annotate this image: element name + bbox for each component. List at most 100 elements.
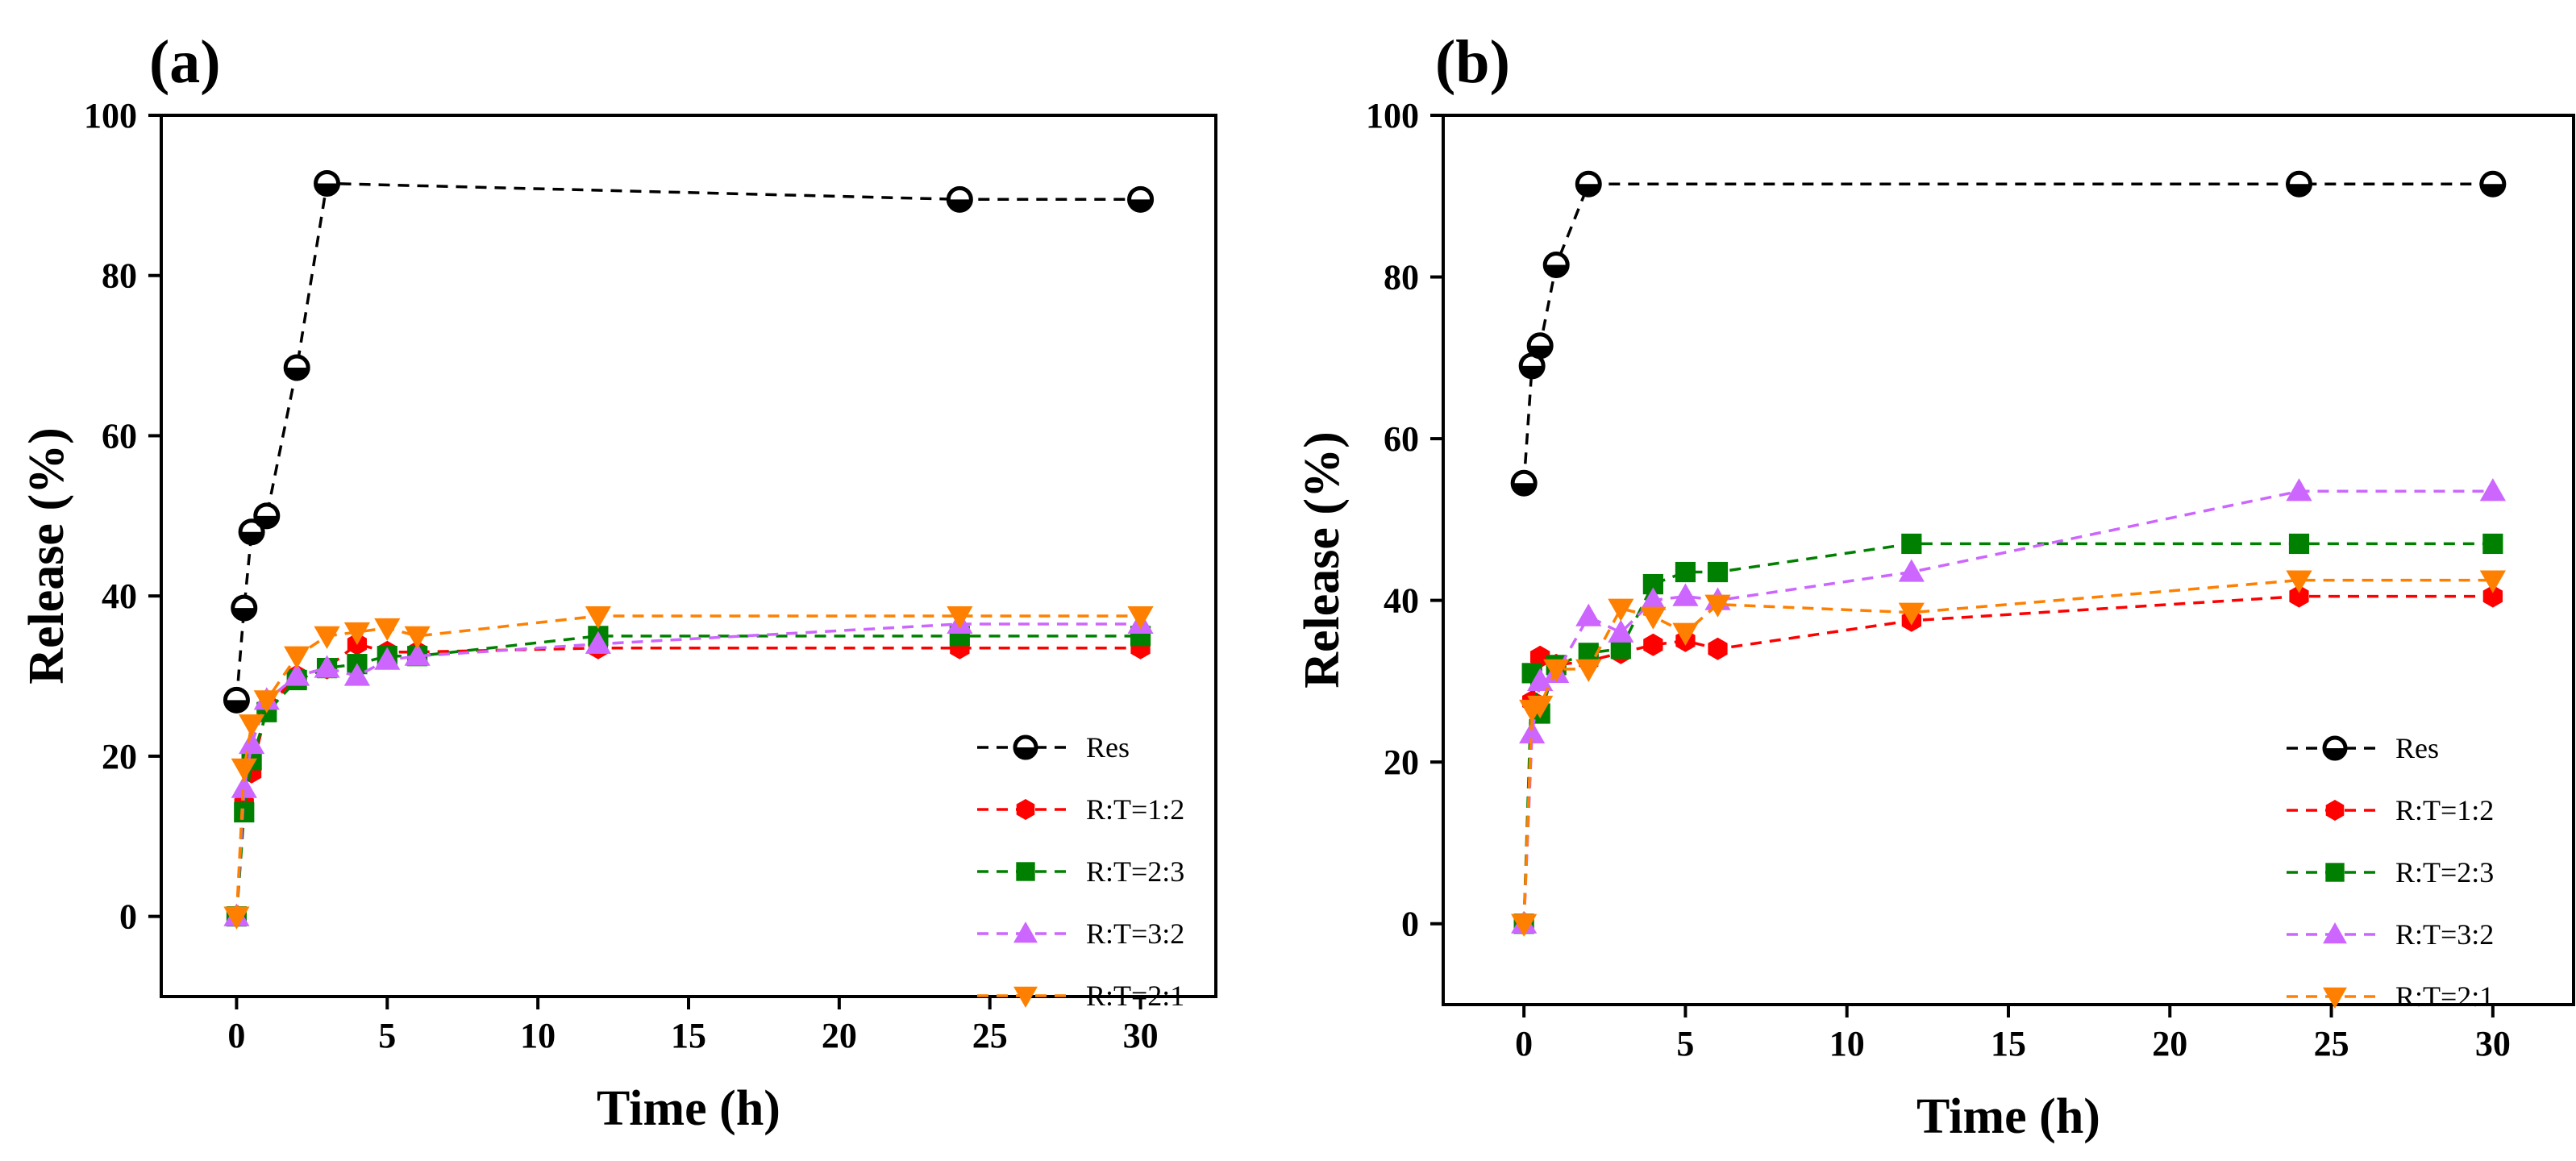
data-point: [2482, 533, 2503, 555]
data-point: [947, 605, 973, 630]
panel-label: (a): [149, 28, 221, 96]
x-tick-label: 5: [1676, 1024, 1694, 1063]
data-point: [343, 663, 371, 686]
series-line: [235, 614, 1141, 917]
series-line: [235, 642, 1141, 917]
marker: [255, 515, 278, 527]
data-point: [1526, 332, 1554, 360]
marker: [1704, 594, 1731, 618]
marker: [1015, 747, 1036, 758]
marker: [1521, 365, 1544, 377]
legend-label: R:T=2:1: [1086, 980, 1184, 1012]
y-tick-label: 100: [84, 96, 137, 135]
y-tick-label: 100: [1366, 96, 1419, 135]
y-tick-label: 40: [1384, 581, 1419, 621]
data-point: [314, 655, 340, 678]
data-point: [284, 663, 310, 686]
marker: [374, 647, 401, 670]
x-tick-label: 30: [2475, 1024, 2511, 1063]
data-point: [1510, 469, 1538, 497]
data-point: [253, 690, 280, 714]
marker: [2289, 585, 2309, 608]
y-tick-label: 0: [1401, 905, 1419, 944]
marker: [2323, 987, 2347, 1009]
marker: [285, 367, 309, 379]
marker: [1608, 598, 1634, 622]
legend-label: R:T=2:1: [2395, 980, 2494, 1013]
marker: [1675, 561, 1696, 583]
data-point: [1575, 659, 1602, 682]
series-line: [235, 635, 1141, 917]
y-tick-label: 20: [102, 737, 137, 776]
data-point: [314, 626, 340, 649]
data-point: [223, 906, 250, 930]
legend-item: R:T=2:3: [2287, 856, 2494, 888]
y-tick-label: 60: [1384, 419, 1419, 459]
marker: [947, 605, 973, 630]
marker: [1527, 695, 1554, 719]
data-point: [404, 643, 431, 666]
chart-panel-b: (b) 0 5 10 15 20 25 30 0 20 40 60 80 100 Time (h) Relea…: [1295, 28, 2575, 1144]
x-axis-title: Time (h): [1916, 1089, 2100, 1144]
x-tick-label: 25: [2314, 1024, 2349, 1063]
data-point: [2286, 570, 2312, 593]
marker: [1013, 986, 1038, 1008]
marker: [1901, 533, 1922, 555]
data-point: [1901, 533, 1922, 555]
series-r-t-3-2: [1511, 478, 2506, 934]
marker: [2288, 533, 2310, 555]
marker: [314, 626, 340, 649]
marker: [1898, 602, 1925, 626]
data-point: [1527, 668, 1554, 691]
legend-item: R:T=3:2: [977, 918, 1184, 950]
data-point: [2288, 533, 2310, 555]
data-point: [314, 169, 341, 197]
data-point: [1704, 594, 1731, 618]
marker: [1013, 922, 1038, 943]
marker: [1519, 720, 1546, 744]
marker: [1545, 264, 1568, 277]
marker: [2479, 478, 2506, 501]
data-point: [1575, 603, 1602, 626]
marker: [2479, 570, 2506, 593]
marker: [2482, 533, 2503, 555]
legend-item: R:T=1:2: [977, 793, 1184, 826]
series-line: [1522, 542, 2493, 924]
x-tick-label: 0: [1515, 1024, 1533, 1063]
data-point: [1898, 602, 1925, 626]
marker: [315, 183, 339, 195]
marker: [1575, 659, 1602, 682]
marker: [2286, 478, 2312, 501]
series-line: [1522, 182, 2493, 484]
series-r-t-2-3: [1513, 533, 2503, 934]
legend-label: R:T=3:2: [2395, 918, 2494, 951]
x-tick-label: 30: [1123, 1016, 1159, 1055]
legend-label: R:T=1:2: [2395, 794, 2494, 826]
data-point: [1608, 619, 1634, 643]
data-point: [2479, 170, 2507, 198]
series-r-t-1-2: [1514, 585, 2503, 935]
chart-panel-a: (a) 0 5 10 15 20 25 30 0 20 40 60 80 100 Time (h) Relea…: [19, 28, 1217, 1136]
data-point: [1542, 252, 1570, 279]
legend-label: R:T=3:2: [1086, 918, 1184, 950]
data-point: [239, 730, 265, 755]
legend-item: Res: [977, 731, 1130, 764]
marker: [223, 906, 250, 930]
marker: [1575, 603, 1602, 626]
y-tick-label: 20: [1384, 743, 1419, 782]
y-axis-title: Release (%): [19, 427, 74, 684]
marker: [240, 531, 264, 543]
marker: [1672, 622, 1699, 646]
marker: [2286, 570, 2312, 593]
data-point: [2286, 170, 2313, 198]
marker: [284, 646, 310, 669]
legend: Res R:T=1:2 R:T=2:3 R:T=3:2 R:T=2:1: [2287, 732, 2494, 1013]
marker: [1129, 199, 1152, 211]
data-point: [1543, 659, 1570, 682]
marker: [2325, 863, 2345, 882]
marker: [232, 608, 256, 620]
marker: [225, 700, 248, 712]
data-point: [1608, 598, 1634, 622]
data-point: [239, 714, 265, 738]
data-point: [1127, 185, 1155, 213]
